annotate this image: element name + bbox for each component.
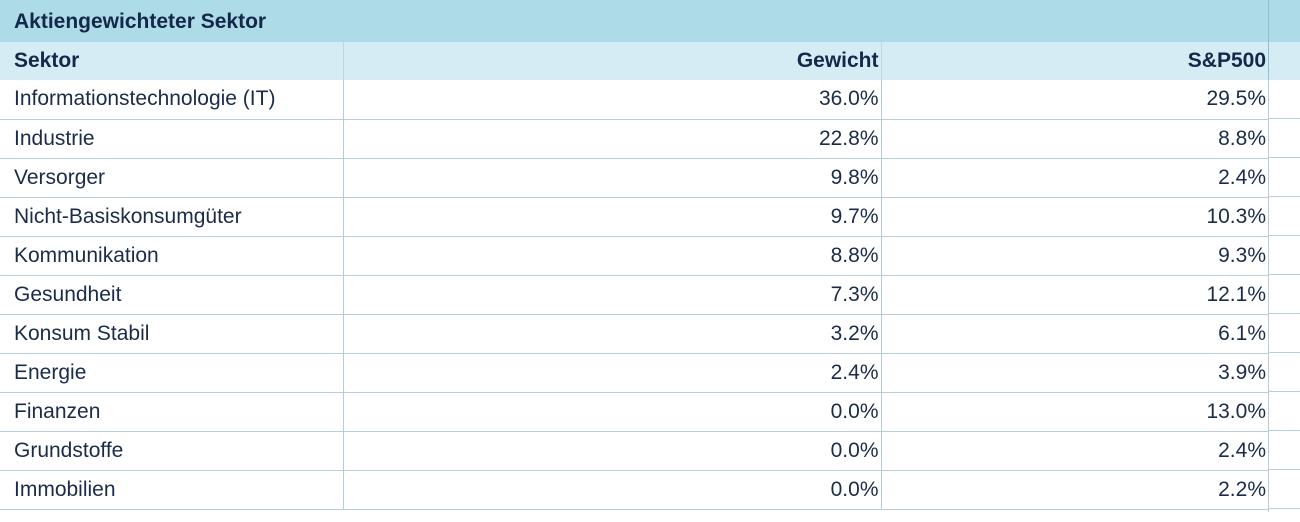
gutter-row-line: [1268, 274, 1300, 275]
sector-table: Sektor Gewicht S&P500 Informationstechno…: [0, 42, 1268, 510]
right-gutter: [1268, 80, 1300, 512]
cell-gewicht: 7.3%: [342, 275, 881, 315]
cell-sektor: Energie: [0, 353, 343, 393]
table-row: Industrie 22.8% 8.8%: [0, 119, 1268, 159]
table-row: Energie 2.4% 3.9%: [0, 353, 1268, 393]
cell-gewicht: 0.0%: [342, 431, 881, 471]
cell-gewicht: 0.0%: [342, 470, 881, 510]
gutter-row-line: [1268, 196, 1300, 197]
column-header-sektor: Sektor: [0, 42, 343, 80]
table-row: Finanzen 0.0% 13.0%: [0, 392, 1268, 432]
table-row: Konsum Stabil 3.2% 6.1%: [0, 314, 1268, 354]
table-row: Nicht-Basiskonsumgüter 9.7% 10.3%: [0, 197, 1268, 237]
cell-sektor: Immobilien: [0, 470, 343, 510]
table-row: Immobilien 0.0% 2.2%: [0, 470, 1268, 510]
table-row: Gesundheit 7.3% 12.1%: [0, 275, 1268, 315]
cell-sp500: 10.3%: [880, 197, 1268, 237]
cell-gewicht: 22.8%: [342, 119, 881, 159]
cell-sp500: 8.8%: [880, 119, 1268, 159]
header-row: Sektor Gewicht S&P500: [0, 42, 1268, 80]
table-row: Versorger 9.8% 2.4%: [0, 158, 1268, 198]
cell-sektor: Nicht-Basiskonsumgüter: [0, 197, 343, 237]
cell-sektor: Gesundheit: [0, 275, 343, 315]
cell-gewicht: 9.8%: [342, 158, 881, 198]
gutter-row-line: [1268, 235, 1300, 236]
cell-sp500: 9.3%: [880, 236, 1268, 276]
table-title: Aktiengewichteter Sektor: [0, 0, 1268, 42]
table-row: Kommunikation 8.8% 9.3%: [0, 236, 1268, 276]
column-header-sp500: S&P500: [880, 42, 1268, 80]
table-row: Grundstoffe 0.0% 2.4%: [0, 431, 1268, 471]
cell-sp500: 6.1%: [880, 314, 1268, 354]
cell-gewicht: 2.4%: [342, 353, 881, 393]
cell-sektor: Konsum Stabil: [0, 314, 343, 354]
cell-sp500: 2.4%: [880, 158, 1268, 198]
table-body: Informationstechnologie (IT) 36.0% 29.5% In…: [0, 80, 1268, 510]
header-gutter: [1268, 42, 1300, 80]
cell-sektor: Industrie: [0, 119, 343, 159]
cell-sp500: 29.5%: [880, 80, 1268, 120]
cell-gewicht: 3.2%: [342, 314, 881, 354]
cell-sektor: Versorger: [0, 158, 343, 198]
cell-gewicht: 8.8%: [342, 236, 881, 276]
gutter-row-line: [1268, 157, 1300, 158]
gutter-row-line: [1268, 469, 1300, 470]
gutter-row-line: [1268, 313, 1300, 314]
gutter-row-line: [1268, 430, 1300, 431]
gutter-row-line: [1268, 391, 1300, 392]
cell-sp500: 13.0%: [880, 392, 1268, 432]
cell-gewicht: 0.0%: [342, 392, 881, 432]
cell-sp500: 2.2%: [880, 470, 1268, 510]
cell-sp500: 2.4%: [880, 431, 1268, 471]
title-bar-gutter: [1268, 0, 1300, 42]
gutter-row-line: [1268, 352, 1300, 353]
gutter-row-line: [1268, 118, 1300, 119]
cell-sp500: 12.1%: [880, 275, 1268, 315]
cell-sektor: Grundstoffe: [0, 431, 343, 471]
cell-gewicht: 36.0%: [342, 80, 881, 120]
cell-gewicht: 9.7%: [342, 197, 881, 237]
cell-sektor: Informationstechnologie (IT): [0, 80, 343, 120]
table-row: Informationstechnologie (IT) 36.0% 29.5%: [0, 80, 1268, 120]
cell-sektor: Kommunikation: [0, 236, 343, 276]
cell-sektor: Finanzen: [0, 392, 343, 432]
cell-sp500: 3.9%: [880, 353, 1268, 393]
column-header-gewicht: Gewicht: [342, 42, 881, 80]
gutter-row-line: [1268, 508, 1300, 509]
